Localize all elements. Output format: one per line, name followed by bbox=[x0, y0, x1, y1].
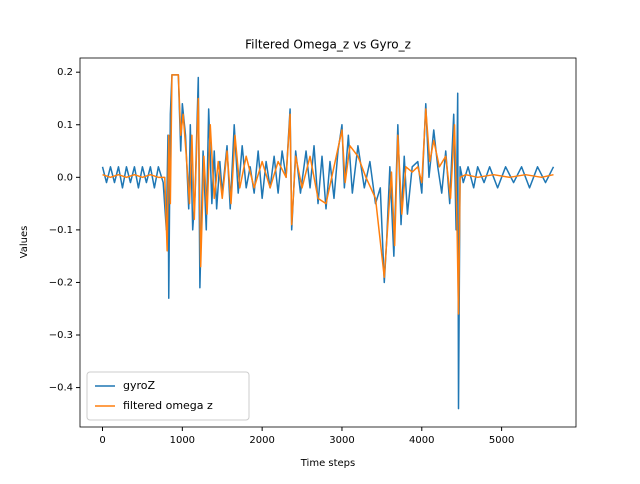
legend-box bbox=[86, 371, 250, 421]
x-tick-label: 0 bbox=[99, 435, 105, 446]
x-tick-label: 1000 bbox=[170, 435, 195, 446]
x-tick-label: 3000 bbox=[329, 435, 354, 446]
y-tick-label: 0.0 bbox=[57, 172, 73, 183]
x-tick-label: 5000 bbox=[489, 435, 514, 446]
y-tick-label: −0.1 bbox=[49, 225, 73, 236]
y-tick-label: 0.2 bbox=[57, 67, 73, 78]
y-tick-label: −0.2 bbox=[49, 277, 73, 288]
y-axis-label: Values bbox=[19, 226, 30, 259]
legend-label: gyroZ bbox=[123, 379, 156, 392]
plot-frame bbox=[79, 57, 577, 428]
x-axis-label: Time steps bbox=[300, 458, 356, 469]
y-tick-label: −0.4 bbox=[49, 383, 73, 394]
chart-title: Filtered Omega_z vs Gyro_z bbox=[245, 38, 411, 52]
y-tick-label: 0.1 bbox=[57, 120, 73, 131]
line-series bbox=[102, 74, 554, 315]
x-tick-label: 2000 bbox=[249, 435, 274, 446]
x-tick-label: 4000 bbox=[409, 435, 434, 446]
legend-label: filtered omega z bbox=[123, 399, 213, 412]
y-tick-label: −0.3 bbox=[49, 330, 73, 341]
